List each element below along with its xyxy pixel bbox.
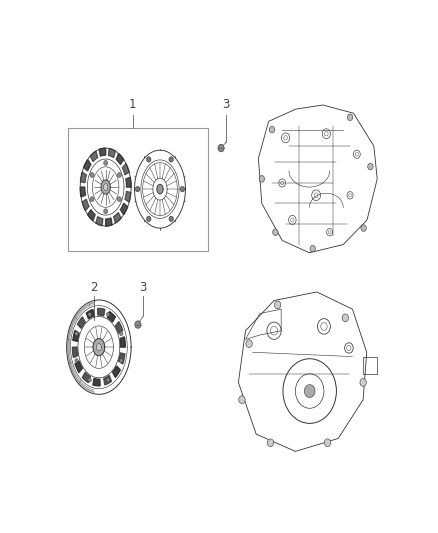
Circle shape bbox=[88, 312, 91, 317]
Circle shape bbox=[218, 144, 224, 152]
Polygon shape bbox=[90, 151, 98, 161]
Bar bbox=[363, 357, 378, 374]
Circle shape bbox=[360, 378, 366, 386]
Polygon shape bbox=[96, 343, 102, 351]
Circle shape bbox=[180, 187, 184, 192]
Polygon shape bbox=[107, 312, 115, 322]
Circle shape bbox=[147, 216, 151, 222]
Polygon shape bbox=[113, 366, 120, 377]
Circle shape bbox=[104, 209, 108, 214]
Circle shape bbox=[169, 157, 173, 162]
Polygon shape bbox=[96, 216, 103, 225]
Polygon shape bbox=[122, 164, 129, 175]
Circle shape bbox=[259, 175, 265, 182]
Polygon shape bbox=[86, 310, 94, 319]
Text: 2: 2 bbox=[90, 281, 98, 294]
Polygon shape bbox=[120, 203, 127, 215]
Bar bbox=[68, 127, 208, 251]
Polygon shape bbox=[120, 337, 125, 347]
Polygon shape bbox=[82, 372, 90, 383]
Polygon shape bbox=[75, 361, 82, 373]
Polygon shape bbox=[81, 172, 86, 183]
Circle shape bbox=[120, 359, 123, 363]
Text: 3: 3 bbox=[139, 281, 147, 294]
Circle shape bbox=[90, 173, 94, 177]
Polygon shape bbox=[101, 180, 110, 194]
Polygon shape bbox=[115, 322, 123, 333]
Circle shape bbox=[368, 163, 373, 170]
Circle shape bbox=[342, 314, 349, 322]
Circle shape bbox=[347, 114, 353, 120]
Polygon shape bbox=[125, 191, 131, 202]
Circle shape bbox=[117, 197, 121, 201]
Circle shape bbox=[147, 157, 151, 162]
Polygon shape bbox=[109, 149, 115, 158]
Polygon shape bbox=[106, 218, 112, 226]
Polygon shape bbox=[104, 375, 111, 385]
Circle shape bbox=[310, 245, 315, 252]
Circle shape bbox=[120, 332, 123, 336]
Polygon shape bbox=[93, 338, 105, 356]
Polygon shape bbox=[113, 213, 121, 223]
Circle shape bbox=[361, 225, 366, 231]
Polygon shape bbox=[82, 199, 89, 211]
Circle shape bbox=[239, 396, 245, 403]
Circle shape bbox=[90, 197, 94, 201]
Circle shape bbox=[104, 160, 108, 165]
Polygon shape bbox=[119, 353, 125, 364]
Polygon shape bbox=[80, 187, 85, 197]
Circle shape bbox=[324, 439, 331, 447]
Text: 3: 3 bbox=[223, 98, 230, 111]
Circle shape bbox=[75, 359, 78, 363]
Circle shape bbox=[135, 187, 140, 192]
Circle shape bbox=[88, 378, 91, 382]
Polygon shape bbox=[157, 184, 163, 194]
Circle shape bbox=[169, 216, 173, 222]
Polygon shape bbox=[78, 317, 85, 328]
Polygon shape bbox=[103, 183, 108, 191]
Polygon shape bbox=[73, 330, 79, 342]
Polygon shape bbox=[72, 347, 78, 358]
Circle shape bbox=[274, 301, 281, 309]
Circle shape bbox=[135, 321, 141, 328]
Circle shape bbox=[267, 439, 274, 447]
Text: 1: 1 bbox=[129, 98, 137, 111]
Circle shape bbox=[75, 332, 78, 336]
Circle shape bbox=[246, 340, 252, 348]
Polygon shape bbox=[116, 154, 124, 165]
Circle shape bbox=[117, 173, 121, 177]
Polygon shape bbox=[126, 177, 131, 187]
Circle shape bbox=[304, 385, 315, 398]
Circle shape bbox=[273, 229, 278, 236]
Polygon shape bbox=[88, 209, 95, 221]
Circle shape bbox=[106, 378, 110, 382]
Polygon shape bbox=[98, 309, 105, 316]
Circle shape bbox=[269, 126, 275, 133]
Polygon shape bbox=[84, 159, 91, 171]
Circle shape bbox=[106, 312, 110, 317]
Polygon shape bbox=[99, 148, 106, 156]
Polygon shape bbox=[93, 378, 100, 386]
